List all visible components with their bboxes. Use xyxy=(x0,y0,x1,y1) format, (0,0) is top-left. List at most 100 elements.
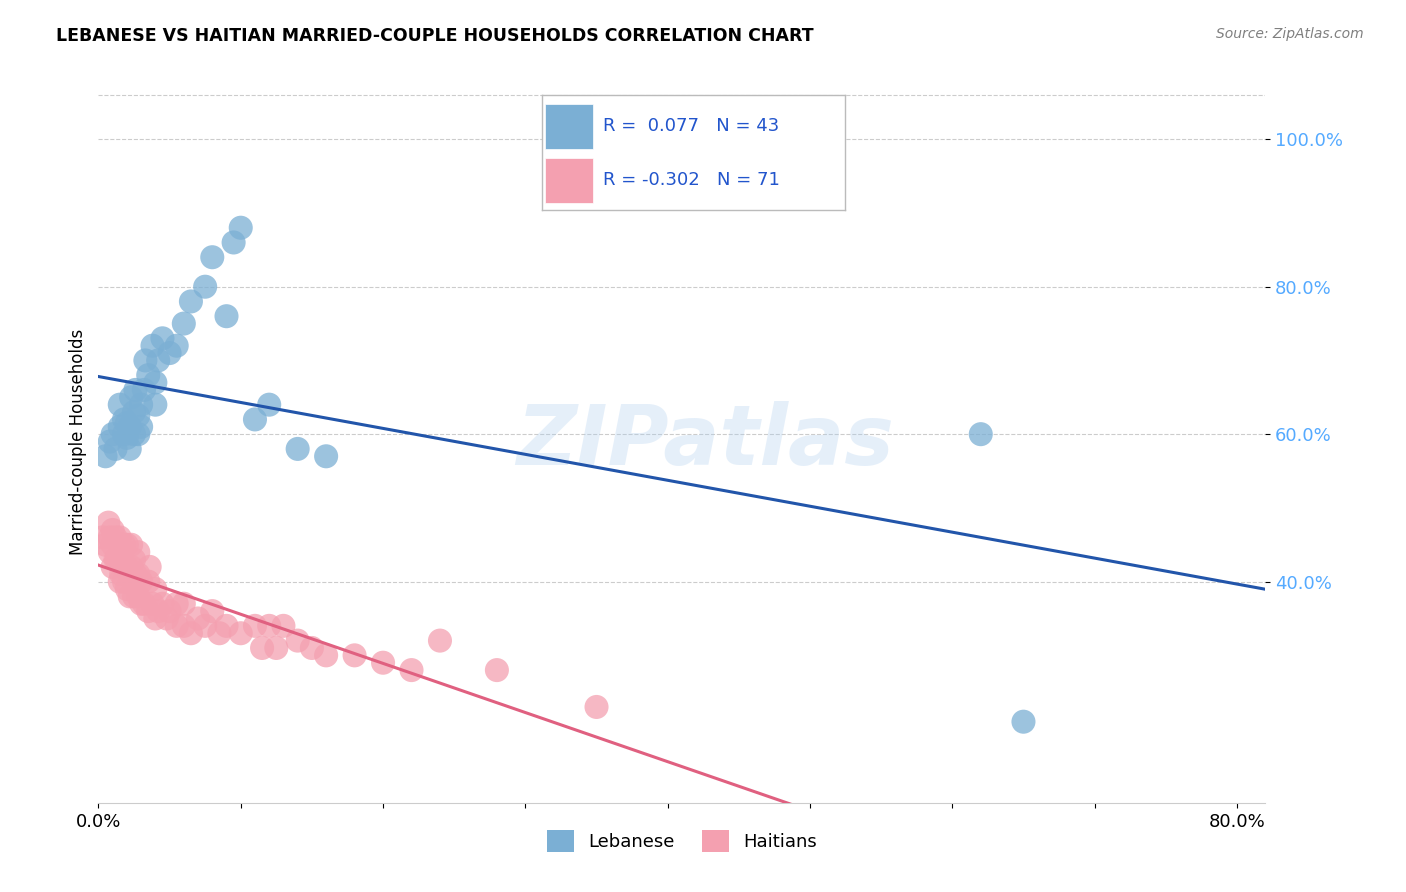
Point xyxy=(112,538,135,552)
Point xyxy=(143,398,166,412)
Point xyxy=(98,434,121,449)
Point xyxy=(129,597,152,611)
Point xyxy=(970,427,993,442)
Point xyxy=(118,442,141,456)
Point xyxy=(148,353,170,368)
Y-axis label: Married-couple Households: Married-couple Households xyxy=(69,328,87,555)
Point xyxy=(180,294,202,309)
Point xyxy=(287,633,309,648)
Point xyxy=(122,552,145,566)
Point xyxy=(201,604,224,618)
Point xyxy=(371,656,394,670)
Point xyxy=(118,567,141,582)
Point xyxy=(97,516,120,530)
Point xyxy=(108,574,131,589)
Point xyxy=(127,409,149,423)
Point xyxy=(159,346,181,360)
Point xyxy=(129,398,152,412)
Point xyxy=(127,427,149,442)
Point xyxy=(243,412,266,426)
Point xyxy=(401,663,423,677)
Point xyxy=(127,590,149,604)
Point xyxy=(101,560,124,574)
Point xyxy=(94,450,117,464)
Point xyxy=(120,560,142,574)
Point xyxy=(215,619,238,633)
Point xyxy=(250,640,273,655)
Point xyxy=(122,574,145,589)
Point xyxy=(112,560,135,574)
Point xyxy=(124,567,146,582)
Point xyxy=(122,405,145,419)
Point xyxy=(1012,714,1035,729)
Point xyxy=(180,626,202,640)
Point xyxy=(194,279,217,293)
Point xyxy=(208,626,231,640)
Point xyxy=(129,574,152,589)
Point xyxy=(273,619,295,633)
Point xyxy=(173,597,195,611)
Point xyxy=(127,545,149,559)
Point xyxy=(187,611,209,625)
Point xyxy=(166,619,188,633)
Point xyxy=(257,398,280,412)
Point xyxy=(287,442,309,456)
Point xyxy=(101,523,124,537)
Point xyxy=(166,597,188,611)
Point xyxy=(104,530,127,544)
Point xyxy=(166,339,188,353)
Point xyxy=(138,560,160,574)
Point xyxy=(159,604,181,618)
Point xyxy=(108,398,131,412)
Point xyxy=(141,597,163,611)
Point xyxy=(229,626,252,640)
Point xyxy=(122,590,145,604)
Text: ZIPatlas: ZIPatlas xyxy=(516,401,894,482)
Point xyxy=(108,530,131,544)
Point xyxy=(315,450,337,464)
Point xyxy=(115,560,138,574)
Point xyxy=(343,648,366,663)
Point xyxy=(257,619,280,633)
Point xyxy=(112,574,135,589)
Point xyxy=(315,648,337,663)
Point xyxy=(115,582,138,596)
Point xyxy=(429,633,451,648)
Point xyxy=(243,619,266,633)
Point xyxy=(110,567,132,582)
Point xyxy=(229,220,252,235)
Text: Source: ZipAtlas.com: Source: ZipAtlas.com xyxy=(1216,27,1364,41)
Point xyxy=(98,530,121,544)
Point xyxy=(132,383,155,397)
Point xyxy=(101,427,124,442)
Point xyxy=(118,590,141,604)
Point xyxy=(141,339,163,353)
Point xyxy=(132,597,155,611)
Point xyxy=(115,538,138,552)
Point xyxy=(101,538,124,552)
Point xyxy=(124,383,146,397)
Point xyxy=(108,419,131,434)
Point xyxy=(143,376,166,390)
Point xyxy=(585,700,607,714)
Point xyxy=(105,552,128,566)
Point xyxy=(127,567,149,582)
Point xyxy=(118,419,141,434)
Point xyxy=(201,250,224,264)
Point xyxy=(266,640,288,655)
Point xyxy=(222,235,245,250)
Point xyxy=(173,619,195,633)
Point xyxy=(104,442,127,456)
Point xyxy=(152,597,174,611)
Point xyxy=(120,390,142,404)
Point xyxy=(173,317,195,331)
Legend: Lebanese, Haitians: Lebanese, Haitians xyxy=(540,822,824,859)
Point xyxy=(91,530,114,544)
Point xyxy=(301,640,323,655)
Point xyxy=(104,552,127,566)
Point xyxy=(129,419,152,434)
Point xyxy=(136,368,159,383)
Point xyxy=(136,574,159,589)
Point xyxy=(115,416,138,430)
Point xyxy=(143,582,166,596)
